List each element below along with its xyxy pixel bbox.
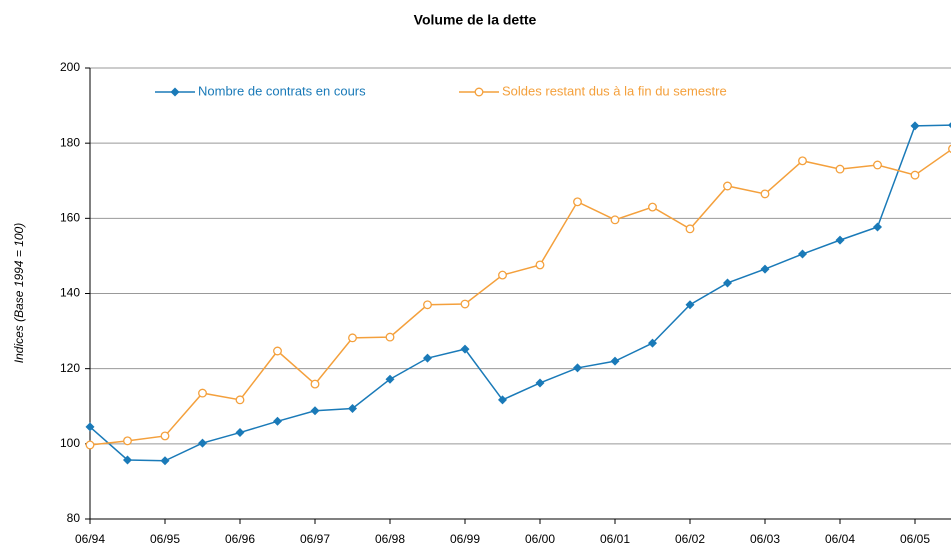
marker [348, 404, 357, 414]
marker [573, 197, 582, 207]
marker [948, 144, 951, 153]
marker [685, 224, 695, 234]
marker [160, 456, 170, 466]
x-tick-label: 06/99 [450, 532, 480, 546]
y-tick-label: 200 [60, 60, 80, 74]
x-tick-label: 06/00 [525, 532, 555, 546]
marker [798, 156, 807, 166]
x-tick-label: 06/01 [600, 532, 630, 546]
marker [948, 122, 951, 129]
marker [535, 378, 545, 388]
y-tick-label: 160 [60, 211, 80, 225]
x-tick-label: 06/97 [300, 532, 330, 546]
marker [648, 202, 657, 212]
series-line [89, 124, 951, 462]
marker [498, 270, 507, 280]
marker [385, 332, 395, 342]
marker [160, 431, 170, 441]
marker [423, 353, 432, 363]
marker [798, 249, 807, 259]
marker [85, 440, 95, 450]
chart-title: Volume de la dette [414, 12, 537, 28]
marker [648, 338, 657, 348]
marker [760, 189, 770, 199]
marker [198, 388, 207, 398]
marker [273, 346, 282, 356]
x-tick-label: 06/02 [675, 532, 705, 546]
marker [610, 215, 620, 225]
marker [910, 170, 920, 180]
marker [385, 374, 395, 384]
x-tick-label: 06/04 [825, 532, 855, 546]
marker [685, 300, 695, 310]
marker [170, 87, 180, 97]
series-line [89, 148, 951, 446]
marker [123, 436, 132, 446]
y-tick-label: 80 [67, 511, 81, 525]
marker [310, 379, 320, 389]
x-tick-label: 06/05 [900, 532, 930, 546]
y-axis-label: Indices (Base 1994 = 100) [12, 223, 26, 363]
marker [423, 300, 432, 310]
marker [760, 264, 770, 274]
x-tick-label: 06/96 [225, 532, 255, 546]
legend-label: Nombre de contrats en cours [198, 83, 366, 98]
marker [910, 121, 920, 131]
marker [198, 438, 207, 448]
marker [535, 260, 545, 270]
marker [235, 428, 245, 438]
marker [498, 395, 507, 405]
y-tick-label: 140 [60, 286, 80, 300]
marker [460, 344, 470, 354]
marker [573, 363, 582, 373]
y-tick-label: 120 [60, 361, 80, 375]
x-tick-label: 06/94 [75, 532, 105, 546]
marker [474, 87, 484, 97]
marker [348, 333, 357, 343]
legend-label: Soldes restant dus à la fin du semestre [502, 83, 727, 98]
marker [610, 356, 620, 366]
marker [835, 235, 845, 245]
marker [235, 395, 245, 405]
marker [723, 278, 732, 288]
x-tick-label: 06/03 [750, 532, 780, 546]
x-tick-label: 06/95 [150, 532, 180, 546]
marker [85, 422, 95, 432]
marker [310, 406, 320, 416]
marker [873, 222, 882, 232]
marker [123, 455, 132, 465]
marker [723, 181, 732, 191]
marker [835, 164, 845, 174]
y-tick-label: 180 [60, 135, 80, 149]
x-tick-label: 06/98 [375, 532, 405, 546]
marker [273, 416, 282, 426]
y-tick-label: 100 [60, 436, 80, 450]
marker [460, 299, 470, 309]
marker [873, 160, 882, 170]
